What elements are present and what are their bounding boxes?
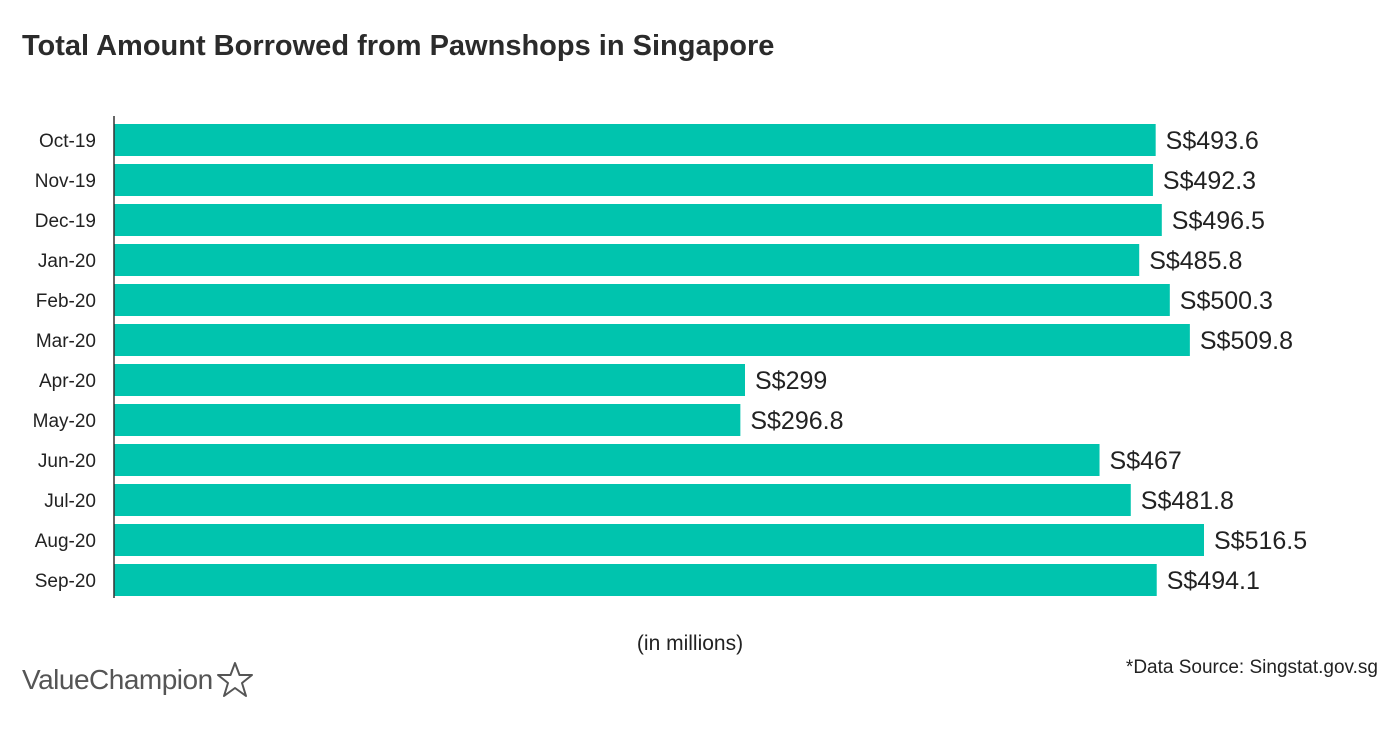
- bar-aug-20: [114, 524, 1204, 556]
- category-tick-label: Sep-20: [35, 571, 96, 592]
- bar-sep-20: [114, 564, 1157, 596]
- category-tick-label: Dec-19: [35, 211, 96, 232]
- bar-value-label: S$500.3: [1180, 287, 1273, 315]
- category-tick-label: Feb-20: [36, 291, 96, 312]
- bar-dec-19: [114, 204, 1162, 236]
- category-tick-label: Nov-19: [35, 171, 96, 192]
- bar-value-label: S$296.8: [750, 407, 843, 435]
- data-source-note: *Data Source: Singstat.gov.sg: [1125, 657, 1378, 678]
- bar-jul-20: [114, 484, 1131, 516]
- bar-jan-20: [114, 244, 1140, 276]
- category-tick-label: Oct-19: [39, 131, 96, 152]
- bar-value-label: S$485.8: [1149, 247, 1242, 275]
- bar-apr-20: [114, 364, 745, 396]
- bar-value-label: S$494.1: [1167, 567, 1260, 595]
- bar-value-label: S$492.3: [1163, 167, 1256, 195]
- bar-mar-20: [114, 324, 1190, 356]
- category-tick-label: Mar-20: [36, 331, 96, 352]
- category-tick-label: Jan-20: [38, 251, 96, 272]
- bar-may-20: [114, 404, 741, 436]
- category-tick-label: Jun-20: [38, 451, 96, 472]
- bar-jun-20: [114, 444, 1100, 476]
- bar-value-label: S$299: [755, 367, 827, 395]
- bar-value-label: S$509.8: [1200, 327, 1293, 355]
- brand-logo: ValueChampion: [22, 660, 255, 700]
- bar-feb-20: [114, 284, 1170, 316]
- bar-value-label: S$481.8: [1141, 487, 1234, 515]
- category-tick-label: Aug-20: [35, 531, 96, 552]
- category-tick-label: Jul-20: [44, 491, 96, 512]
- category-tick-label: Apr-20: [39, 371, 96, 392]
- category-tick-label: May-20: [33, 411, 96, 432]
- brand-name: ValueChampion: [22, 664, 213, 695]
- bar-value-label: S$516.5: [1214, 527, 1307, 555]
- bar-value-label: S$493.6: [1166, 127, 1259, 155]
- bar-nov-19: [114, 164, 1153, 196]
- bar-value-label: S$467: [1110, 447, 1182, 475]
- axis-unit-label: (in millions): [636, 632, 744, 655]
- star-outline-icon: [216, 662, 253, 697]
- bar-oct-19: [114, 124, 1156, 156]
- chart-title: Total Amount Borrowed from Pawnshops in …: [22, 30, 775, 62]
- bar-value-label: S$496.5: [1172, 207, 1265, 235]
